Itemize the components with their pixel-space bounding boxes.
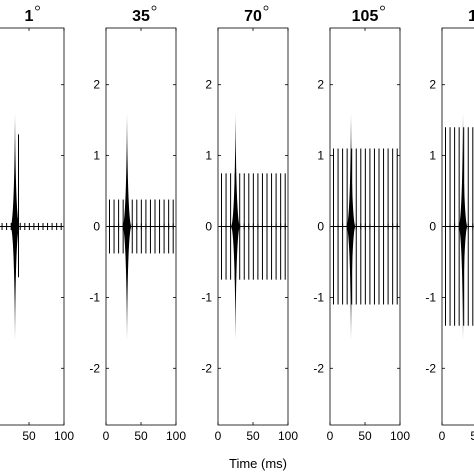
x-axis-label: Time (ms) — [229, 456, 287, 471]
y-tick-label: 1 — [317, 149, 324, 163]
y-tick-label: -2 — [89, 361, 100, 375]
y-tick-label: 0 — [205, 220, 212, 234]
panel-title: 1 — [25, 8, 34, 25]
x-tick-label: 50 — [358, 429, 372, 443]
x-tick-label: 0 — [327, 429, 334, 443]
x-tick-label: 100 — [54, 429, 74, 443]
degree-mark — [380, 5, 385, 11]
x-tick-label: 100 — [390, 429, 410, 443]
x-tick-label: 0 — [103, 429, 110, 443]
x-tick-label: 0 — [439, 429, 446, 443]
y-tick-label: 1 — [429, 149, 436, 163]
panel-2: 35 -2 -1 0 1 2 0 50 100 — [89, 5, 186, 443]
y-tick-label: -2 — [313, 361, 324, 375]
y-tick-label: -2 — [425, 361, 436, 375]
main-pulse — [10, 113, 20, 340]
y-tick-label: 2 — [429, 78, 436, 92]
panel-title: 105 — [352, 8, 379, 25]
panel-title: 14 — [468, 8, 474, 25]
y-tick-label: -1 — [313, 290, 324, 304]
x-tick-label: 50 — [470, 429, 474, 443]
x-tick-label: 0 — [215, 429, 222, 443]
panel-title: 70 — [244, 8, 262, 25]
y-tick-label: -2 — [201, 361, 212, 375]
y-tick-label: 2 — [93, 78, 100, 92]
panel-title: 35 — [132, 8, 150, 25]
x-tick-label: 50 — [22, 429, 36, 443]
y-tick-label: 1 — [93, 149, 100, 163]
panel-4: 105 -2 -1 0 1 2 0 50 100 — [313, 5, 410, 443]
main-pulse — [346, 113, 356, 340]
y-tick-label: -1 — [201, 290, 212, 304]
y-tick-label: 1 — [205, 149, 212, 163]
y-tick-label: 2 — [205, 78, 212, 92]
degree-mark — [263, 5, 269, 11]
x-tick-label: 50 — [134, 429, 148, 443]
y-tick-label: 0 — [429, 220, 436, 234]
main-pulse — [458, 113, 468, 340]
x-tick-label: 100 — [278, 429, 298, 443]
y-tick-label: 0 — [93, 220, 100, 234]
degree-mark — [151, 5, 157, 11]
y-tick-label: -1 — [425, 290, 436, 304]
y-tick-label: -1 — [89, 290, 100, 304]
degree-mark — [35, 5, 40, 11]
x-tick-label: 50 — [246, 429, 260, 443]
main-pulse — [231, 113, 240, 340]
x-tick-label: 100 — [166, 429, 186, 443]
main-pulse — [122, 113, 132, 340]
panel-3: 70 -2 -1 0 1 2 0 50 100 — [201, 5, 298, 443]
y-tick-label: 0 — [317, 220, 324, 234]
panel-1: 1 50 100 — [0, 5, 74, 443]
y-tick-label: 2 — [317, 78, 324, 92]
